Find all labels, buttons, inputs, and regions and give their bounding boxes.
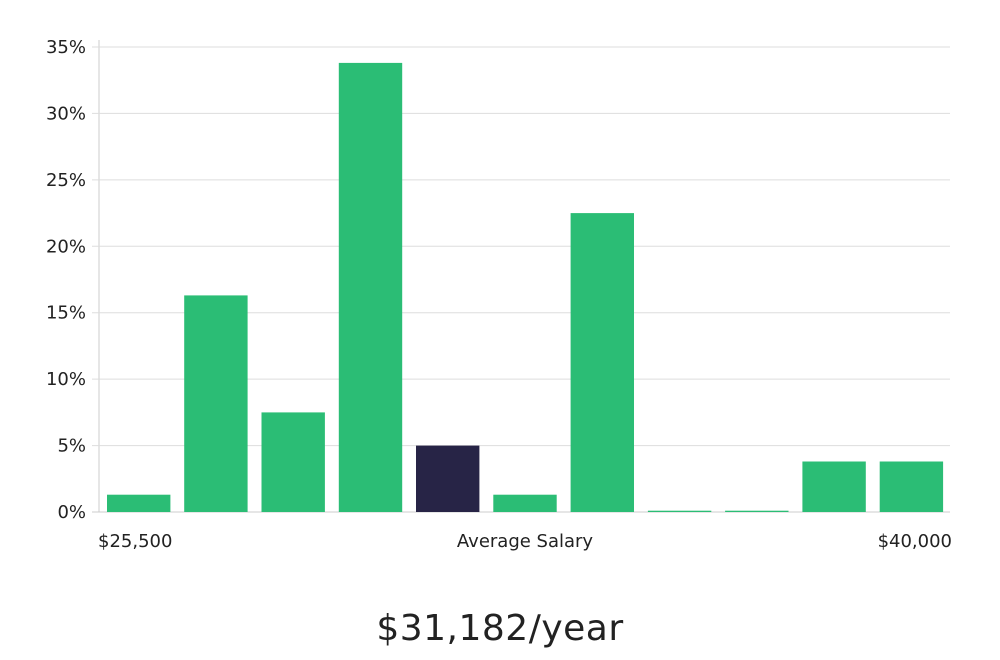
histogram-bar [107, 494, 171, 512]
y-tick-label: 15% [46, 303, 86, 324]
histogram-bar [879, 461, 944, 512]
y-tick-label: 10% [46, 369, 86, 390]
average-salary-bar [416, 445, 480, 512]
x-axis-center-label: Average Salary [457, 531, 594, 552]
y-tick-label: 35% [46, 37, 86, 58]
histogram-bar [493, 494, 557, 512]
average-salary-value: $31,182/year [376, 608, 624, 649]
y-tick-label: 0% [57, 502, 86, 523]
y-tick-label: 25% [46, 170, 86, 191]
y-tick-label: 20% [46, 236, 86, 257]
histogram-bar [647, 510, 712, 512]
histogram-bar [338, 62, 403, 513]
x-axis-max-label: $40,000 [878, 531, 952, 552]
histogram-bar [184, 295, 248, 512]
histogram-bar [802, 461, 866, 512]
histogram-bar [570, 213, 634, 512]
x-axis-labels: $25,500 Average Salary $40,000 [98, 531, 952, 552]
y-tick-label: 5% [57, 436, 86, 457]
y-axis-ticks: 0% 5% 10% 15% 20% 25% 30% 35% [46, 37, 86, 523]
histogram-bar [725, 510, 789, 512]
histogram-bar [261, 412, 325, 512]
y-tick-label: 30% [46, 103, 86, 124]
x-axis-min-label: $25,500 [98, 531, 172, 552]
bars [107, 62, 944, 513]
salary-histogram: 0% 5% 10% 15% 20% 25% 30% 35% $25,500 Average S… [46, 37, 952, 552]
